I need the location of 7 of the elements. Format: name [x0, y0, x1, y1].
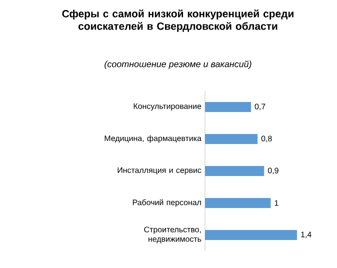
bar: [205, 166, 264, 176]
bar: [205, 198, 271, 208]
chart-subtitle: (соотношение резюме и вакансий): [104, 60, 252, 70]
bar: [205, 134, 258, 144]
bar: [205, 102, 251, 112]
chart-title: Сферы с самой низкой конкуренцией среди соискателей в Свердловской области: [62, 10, 294, 32]
bar: [205, 230, 298, 240]
